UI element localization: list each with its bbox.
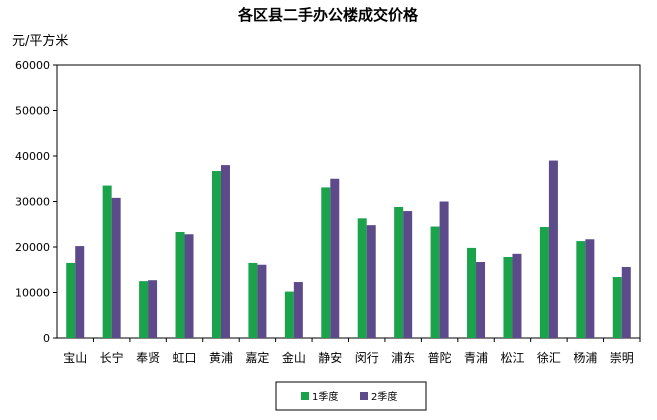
x-tick-label-0: 宝山 (63, 351, 87, 365)
y-axis-unit-label: 元/平方米 (12, 33, 68, 49)
x-tick-label-5: 嘉定 (245, 350, 269, 365)
legend-swatch-1 (301, 392, 309, 400)
bar-浦东-1季度 (394, 206, 404, 338)
y-tick-label-2: 20000 (15, 241, 50, 254)
bar-宝山-2季度 (75, 246, 85, 338)
bars (66, 160, 631, 338)
bar-嘉定-1季度 (248, 262, 258, 338)
bar-杨浦-2季度 (585, 239, 595, 338)
bar-徐汇-1季度 (539, 226, 549, 338)
bar-嘉定-2季度 (257, 264, 267, 338)
bar-长宁-2季度 (111, 197, 121, 338)
y-axis-ticks: 0 10000 20000 30000 40000 50000 60000 (15, 59, 57, 345)
bar-闵行-1季度 (357, 218, 367, 338)
x-tick-label-15: 崇明 (610, 351, 634, 365)
legend-swatch-2 (360, 392, 368, 400)
bar-杨浦-1季度 (576, 241, 586, 338)
y-tick-label-0: 0 (43, 332, 50, 345)
bar-普陀-1季度 (430, 226, 440, 338)
x-tick-label-2: 奉贤 (136, 351, 160, 365)
bar-普陀-2季度 (439, 201, 449, 338)
x-tick-label-9: 浦东 (391, 351, 415, 365)
x-tick-label-4: 黄浦 (209, 351, 233, 365)
bar-奉贤-1季度 (139, 281, 149, 338)
bar-松江-2季度 (512, 253, 522, 338)
legend-label-1: 1季度 (312, 390, 338, 403)
bar-闵行-2季度 (366, 225, 376, 338)
y-tick-label-4: 40000 (15, 150, 50, 163)
bar-浦东-2季度 (403, 211, 413, 338)
y-tick-label-3: 30000 (15, 196, 50, 209)
bar-崇明-1季度 (612, 277, 622, 338)
bar-青浦-1季度 (467, 247, 477, 338)
bar-长宁-1季度 (102, 185, 112, 338)
x-tick-label-8: 闵行 (355, 350, 379, 365)
x-tick-label-14: 杨浦 (573, 350, 597, 365)
x-tick-label-7: 静安 (318, 350, 342, 365)
bar-金山-2季度 (293, 282, 303, 338)
y-tick-label-5: 50000 (15, 105, 50, 118)
bar-松江-1季度 (503, 257, 513, 338)
bar-静安-2季度 (330, 178, 340, 338)
x-tick-label-10: 普陀 (428, 350, 452, 365)
bar-虹口-2季度 (184, 234, 194, 338)
y-tick-label-6: 60000 (15, 59, 50, 72)
bar-虹口-1季度 (175, 231, 185, 338)
bar-黄浦-1季度 (211, 171, 221, 338)
bar-奉贤-2季度 (148, 280, 158, 338)
legend-label-2: 2季度 (371, 390, 397, 403)
bar-宝山-1季度 (66, 262, 76, 338)
x-tick-label-13: 徐汇 (537, 350, 561, 365)
x-axis-labels: 宝山 长宁 奉贤 虹口 黄浦 嘉定 金山 静安 闵行 浦东 普陀 青浦 松江 徐汇 杨浦 崇明 (63, 338, 641, 365)
bar-黄浦-2季度 (220, 165, 230, 338)
x-tick-label-11: 青浦 (464, 351, 488, 365)
bar-金山-1季度 (284, 291, 294, 338)
x-tick-label-3: 虹口 (173, 351, 197, 365)
legend-box (275, 381, 427, 411)
bar-静安-1季度 (321, 187, 331, 338)
x-tick-label-12: 松江 (500, 351, 524, 365)
chart-title: 各区县二手办公楼成交价格 (237, 6, 419, 24)
y-tick-label-1: 10000 (15, 287, 50, 300)
x-tick-label-6: 金山 (282, 350, 306, 365)
legend: 1季度 2季度 (275, 381, 427, 411)
x-tick-label-1: 长宁 (100, 350, 124, 365)
bar-青浦-2季度 (476, 262, 486, 338)
bar-崇明-2季度 (621, 267, 631, 338)
bar-徐汇-2季度 (548, 160, 558, 338)
